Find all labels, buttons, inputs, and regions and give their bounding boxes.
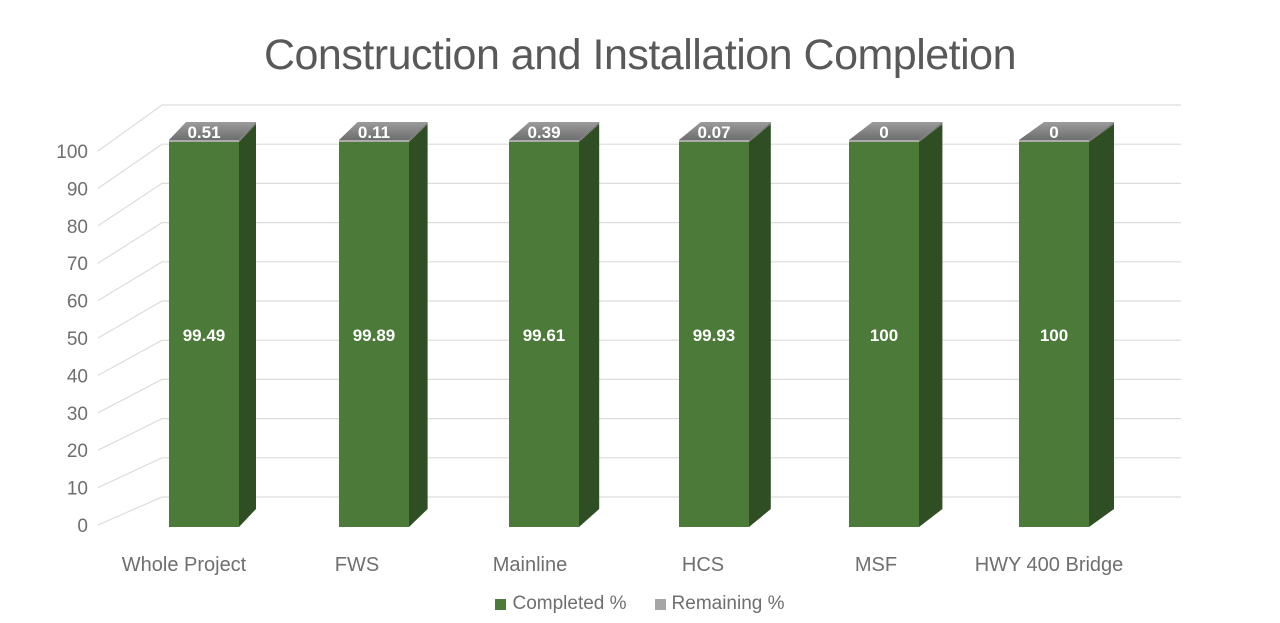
bar-msf: 0 100 [849,122,943,527]
bar-side-face [239,124,256,527]
gridline-50 [97,300,1181,339]
bar-front-face [339,142,409,527]
completed-value-label: 99.61 [523,326,566,345]
gridline-20 [97,418,1181,451]
gridline-60 [97,261,1181,302]
completed-value-label: 100 [870,326,898,345]
x-tick-label-msf: MSF [855,554,897,576]
bar-front-face [849,142,919,527]
legend-swatch-icon [654,598,666,610]
bar-cap-front-strip [849,140,919,142]
gridline-100 [97,104,1181,152]
y-tick-label-60: 60 [67,292,88,313]
bar-cap-top-face [339,122,428,140]
y-tick-label-10: 10 [67,479,88,500]
bar-cap-side-face [749,122,771,142]
bar-side-face [919,124,943,527]
bar-side-face [1089,124,1114,527]
legend-label: Completed % [512,593,627,614]
gridline-40 [97,339,1181,376]
y-tick-label-40: 40 [67,366,88,387]
y-tick-label-20: 20 [67,441,88,462]
legend-label: Remaining % [671,593,785,614]
completed-value-label: 100 [1040,326,1068,345]
chart-title: Construction and Installation Completion [263,31,1017,79]
bars: 0.51 99.49 0.11 99.89 0.39 99.61 0.07 99.93 0 100… [169,122,1114,527]
completed-value-label: 99.93 [693,326,736,345]
remaining-value-label: 0.11 [358,123,390,142]
y-tick-label-90: 90 [67,179,88,200]
bar-cap-side-face [409,122,428,142]
legend-item-remaining-: Remaining % [654,593,785,615]
gridline-30 [97,378,1181,414]
bar-cap-side-face [579,122,600,142]
bar-cap-top-face [509,122,600,140]
bar-cap-top-face [1019,122,1114,140]
bar-cap-top-face [679,122,771,140]
bar-hcs: 0.07 99.93 [679,122,771,527]
bar-cap-side-face [919,122,943,142]
x-tick-label-hwy-400-bridge: HWY 400 Bridge [975,554,1124,576]
bar-side-face [409,124,428,527]
bar-fws: 0.11 99.89 [339,122,428,527]
x-tick-label-whole-project: Whole Project [122,554,247,576]
y-tick-label-0: 0 [77,516,88,537]
bar-cap-top-face [849,122,943,140]
completed-value-label: 99.89 [353,326,396,345]
bar-mainline: 0.39 99.61 [509,122,600,527]
y-tick-label-70: 70 [67,254,88,275]
bar-whole-project: 0.51 99.49 [169,122,256,527]
bar-cap-front-strip [679,140,749,142]
legend-swatch-icon [495,598,507,610]
bar-cap-front-strip [1019,140,1089,142]
y-tick-label-100: 100 [56,142,88,163]
gridline-80 [97,182,1181,227]
x-tick-label-hcs: HCS [682,554,724,576]
bar-cap-side-face [239,122,256,142]
bar-cap-front-strip [509,140,579,142]
remaining-value-label: 0.39 [527,123,560,142]
legend: Completed % Remaining % [0,593,1280,615]
bar-cap-side-face [1089,122,1114,142]
gridline-10 [97,457,1181,489]
legend-item-completed-: Completed % [495,593,627,615]
gridline-70 [97,222,1181,264]
bar-cap-front-strip [339,140,409,142]
x-tick-label-mainline: Mainline [493,554,567,576]
y-axis-labels: 0 10 20 30 40 50 60 70 80 90 100 [56,142,88,537]
remaining-value-label: 0 [879,123,888,142]
y-tick-label-30: 30 [67,404,88,425]
x-axis-labels: Whole Project FWS Mainline HCS MSF HWY 400 Br… [122,554,1124,576]
bar-front-face [1019,142,1089,527]
x-tick-label-fws: FWS [335,554,379,576]
bar-hwy-400-bridge: 0 100 [1019,122,1114,527]
bar-side-face [579,124,600,527]
bar-front-face [509,142,579,527]
completed-value-label: 99.49 [183,326,226,345]
remaining-value-label: 0 [1049,123,1058,142]
bar-front-face [679,142,749,527]
bar-cap-top-face [169,122,256,140]
gridline-90 [97,143,1181,189]
remaining-value-label: 0.51 [187,123,220,142]
gridline-0 [97,496,1181,526]
gridlines [97,104,1181,526]
remaining-value-label: 0.07 [697,123,730,142]
y-tick-label-80: 80 [67,217,88,238]
bar-side-face [749,124,771,527]
bar-cap-front-strip [169,140,239,142]
bar-front-face [169,142,239,527]
y-tick-label-50: 50 [67,329,88,350]
